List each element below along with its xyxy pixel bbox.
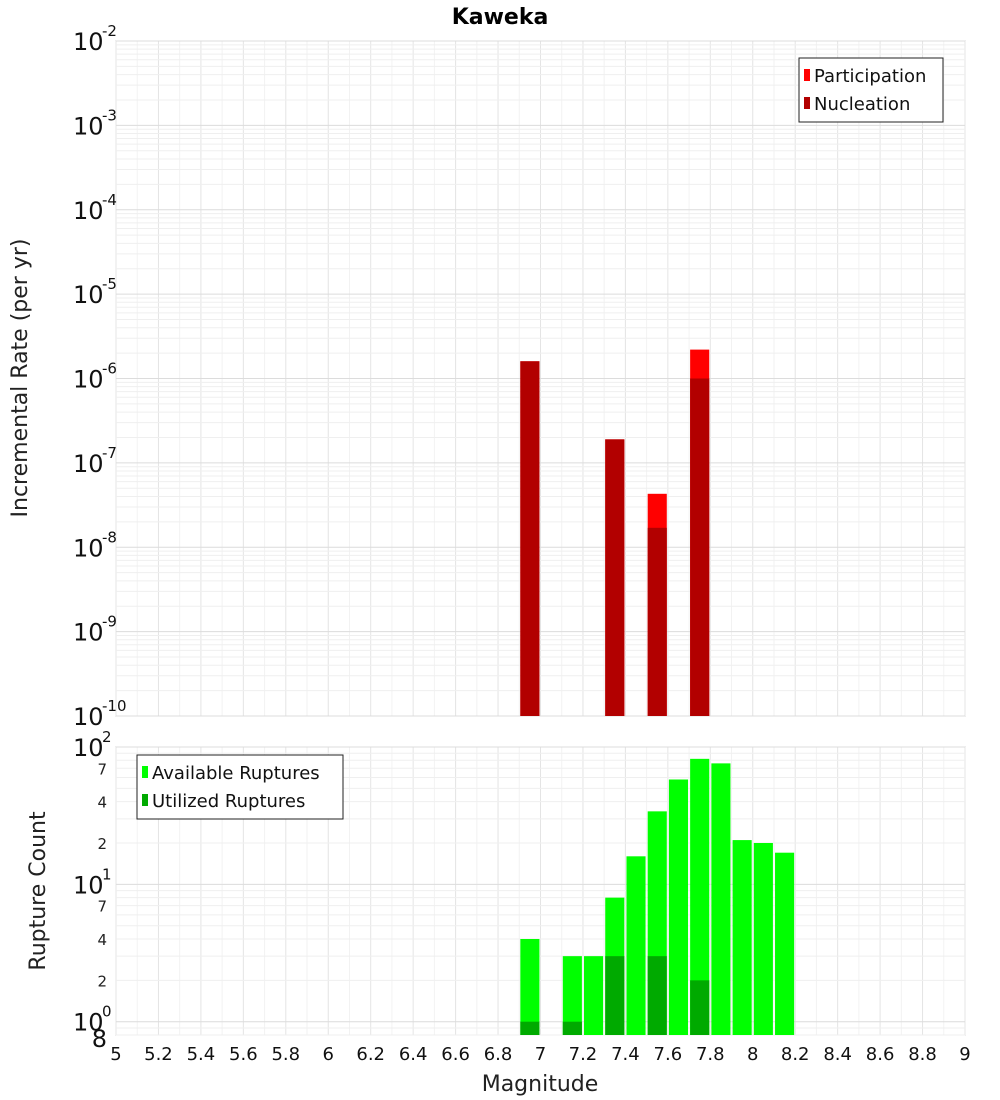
x-tick-label: 8.8 [908,1044,937,1065]
y-tick-label: 10 [73,1009,104,1037]
nucleation-bar [690,378,710,716]
rate-legend: Participation Nucleation [798,57,944,123]
y-tick-label: 10 [73,871,104,899]
count-y-axis-label: Rupture Count [26,811,51,971]
available-ruptures-bar [668,779,689,1035]
utilized-ruptures-bar [690,980,710,1035]
x-tick-label: 5.4 [187,1044,216,1065]
x-tick-label: 6 [323,1044,334,1065]
y-minor-tick-label: 2 [97,972,107,990]
rate-bars [520,349,710,716]
y-tick-exponent: -3 [102,106,117,124]
nucleation-bar [520,361,540,716]
x-tick-label: 8.2 [781,1044,810,1065]
y-tick-label: 10 [73,450,104,478]
x-tick-label: 6.8 [484,1044,513,1065]
rate-gridlines [115,40,966,717]
utilized-ruptures-bar [605,956,625,1035]
x-tick-label: 5.2 [144,1044,173,1065]
y-tick-label: 10 [73,619,104,647]
chart-title: Kaweka [452,5,549,30]
x-tick-label: 6.6 [441,1044,470,1065]
x-tick-label: 7.6 [654,1044,683,1065]
x-tick-label: 9 [959,1044,970,1065]
y-tick-label: 10 [73,112,104,140]
utilized-ruptures-bar [647,956,667,1035]
y-minor-tick-label: 7 [97,898,107,916]
x-tick-label: 7.4 [611,1044,640,1065]
y-tick-exponent: -10 [102,697,127,715]
available-ruptures-bar [584,956,604,1035]
x-tick-label: 5.8 [271,1044,300,1065]
y-tick-label: 10 [73,366,104,394]
y-minor-tick-label: 8 [92,1025,107,1053]
count-bars [520,758,795,1035]
available-ruptures-bar [753,843,773,1035]
available-ruptures-bar [520,939,540,1035]
y-tick-label: 10 [73,28,104,56]
y-tick-exponent: -2 [102,22,117,40]
utilized-ruptures-bar [520,1021,540,1035]
y-tick-label: 10 [73,734,104,762]
x-tick-label: 6.4 [399,1044,428,1065]
x-tick-label: 6.2 [356,1044,385,1065]
y-tick-exponent: -5 [102,275,117,293]
y-tick-exponent: -6 [102,360,117,378]
y-minor-tick-label: 7 [97,760,107,778]
legend-swatch [804,97,810,109]
y-tick-exponent: 0 [102,1003,112,1021]
x-tick-label: 7.8 [696,1044,725,1065]
legend-label: Utilized Ruptures [152,791,305,812]
y-tick-exponent: -9 [102,613,117,631]
y-tick-exponent: -7 [102,444,117,462]
available-ruptures-bar [711,763,731,1035]
x-axis-label: Magnitude [482,1072,599,1097]
x-tick-label: 5 [110,1044,121,1065]
legend-swatch [142,766,148,778]
available-ruptures-bar [732,840,752,1035]
y-tick-label: 10 [73,703,104,731]
x-tick-label: 7 [535,1044,546,1065]
y-minor-tick-label: 4 [97,931,107,949]
y-minor-tick-label: 4 [97,794,107,812]
y-tick-exponent: 2 [102,728,112,746]
x-tick-label: 7.2 [569,1044,598,1065]
x-tick-label: 8.6 [866,1044,895,1065]
legend-swatch [142,794,148,806]
legend-box [136,754,344,820]
available-ruptures-bar [775,852,795,1035]
utilized-ruptures-bar [562,1021,582,1035]
legend-label: Available Ruptures [152,763,320,784]
x-axis-ticks: 5 5.2 5.4 5.6 5.8 6 6.2 6.4 6.6 6.8 7 7.2 7.4 7.6 7.8 8… [110,1044,970,1065]
available-ruptures-bar [562,956,582,1035]
legend-box [798,57,944,123]
y-tick-exponent: 1 [102,865,112,883]
y-tick-label: 10 [73,281,104,309]
legend-label: Participation [814,66,926,87]
y-tick-label: 10 [73,197,104,225]
rate-y-axis-label: Incremental Rate (per yr) [8,239,33,518]
legend-swatch [804,69,810,81]
y-tick-label: 10 [73,534,104,562]
y-tick-exponent: -4 [102,191,117,209]
y-minor-tick-label: 2 [97,835,107,853]
count-legend: Available Ruptures Utilized Ruptures [136,754,344,820]
nucleation-bar [605,439,625,716]
available-ruptures-bar [626,856,646,1035]
available-ruptures-bar [690,758,710,1035]
y-tick-exponent: -8 [102,528,117,546]
legend-label: Nucleation [814,94,910,115]
x-tick-label: 5.6 [229,1044,258,1065]
count-gridlines [115,746,966,1036]
nucleation-bar [647,527,667,716]
x-tick-label: 8.4 [823,1044,852,1065]
x-tick-label: 8 [747,1044,758,1065]
